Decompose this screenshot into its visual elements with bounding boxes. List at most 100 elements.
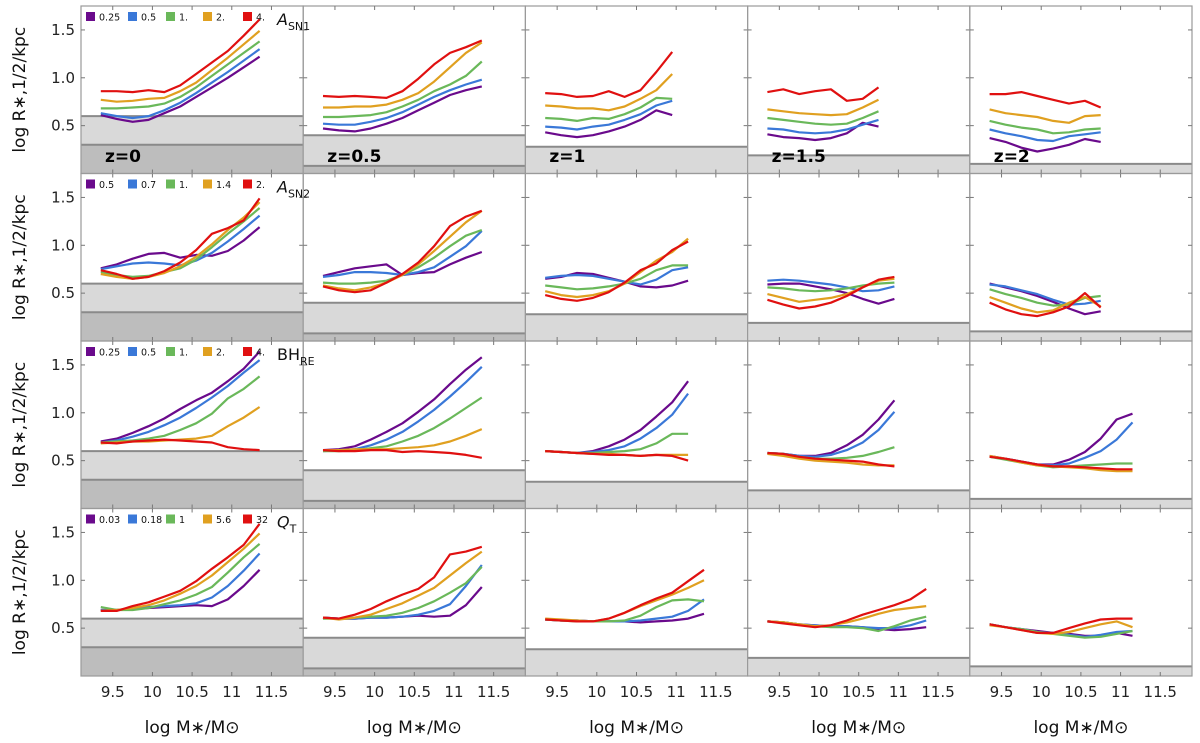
series-line-0.25 [322,356,483,452]
x-tick-label: 9.5 [767,683,791,701]
series-line-0.25 [100,350,261,443]
legend-label: 1. [179,180,188,191]
x-tick-label: 11.5 [477,683,510,701]
series-line-2 [322,209,483,294]
series-line-2 [989,292,1102,318]
panel-frame [746,172,971,342]
panel-frame [746,507,971,677]
y-tick-label: 0.5 [51,284,75,302]
resolution-band-dark [81,144,304,174]
legend-row-3: 0.03 0.18 1 5.6 32 QT [86,513,297,536]
legend-label: 0.25 [99,348,120,359]
x-axis-label: log M∗/M⊙ [1033,718,1128,738]
series-line-1.4 [989,295,1102,314]
x-axis-label: log M∗/M⊙ [367,718,462,738]
legend-swatch [203,12,212,21]
legend-swatch [86,12,95,21]
series-line-32 [545,568,705,623]
resolution-band-light [747,155,970,174]
x-tick-label: 9.5 [990,683,1014,701]
panel-r1-c2 [524,172,749,342]
series-line-32 [767,587,927,629]
legend-swatch [128,514,137,524]
panel-r0-c0: z=0 [80,5,304,175]
legend-label: 0.25 [99,13,120,24]
legend-item: 4. [243,12,265,24]
legend-label: 1. [179,348,188,359]
series-line-1 [545,96,673,123]
x-tick-label: 11 [889,683,908,701]
x-tick-label: 10.5 [175,683,208,701]
y-tick-label: 1.0 [51,404,75,422]
series-line-0.5 [100,226,261,270]
x-tick-label: 11 [667,683,686,701]
series-line-0.5 [767,411,896,458]
series-line-0.25 [100,55,261,123]
x-tick-label: 11 [1111,683,1130,701]
x-axis-label: log M∗/M⊙ [589,718,684,738]
series-line-5.6 [322,550,483,621]
legend-swatch [203,347,212,356]
resolution-band-light [969,666,1192,676]
legend-item: 1. [166,179,188,191]
series-line-0.25 [767,399,896,457]
panel-r3-c0 [80,507,304,677]
redshift-label: z=2 [994,147,1030,167]
x-tick-label: 10 [143,683,162,701]
series-line-2 [989,108,1101,124]
redshift-label: z=1.5 [772,147,826,167]
series-line-0.7 [545,266,689,286]
legend-item: 0.5 [86,179,114,191]
series-line-2 [323,428,483,452]
legend-item: 32 [243,514,268,526]
legend-item: 0.25 [86,347,120,359]
panel-r2-c2 [524,340,749,510]
legend-swatch [128,179,137,189]
y-axis-label: log R∗,1/2/kpc [10,194,30,320]
redshift-label: z=0.5 [327,147,381,167]
panel-r0-c3: z=1.5 [746,5,971,175]
legend-swatch [243,179,252,189]
legend-swatch [128,347,137,356]
x-tick-label: 9.5 [101,683,125,701]
panel-r1-c4 [969,172,1193,342]
legend-row-1: 0.5 0.7 1. 1.4 2. ASN2 [86,178,310,201]
legend-swatch [243,347,252,356]
resolution-band-dark [81,312,304,341]
series-line-4 [767,451,895,468]
legend-label: 0.18 [141,515,162,526]
legend-item: 1 [166,514,185,526]
legend-item: 1. [166,347,188,359]
x-tick-label: 10 [365,683,384,701]
x-tick-label: 10.5 [1064,683,1097,701]
legend-label: 1.4 [216,180,231,191]
panel-r3-c1 [302,507,527,677]
x-tick-label: 10.5 [842,683,875,701]
y-tick-label: 1.0 [51,236,75,254]
parameter-label: ASN1 [276,10,310,33]
resolution-band-light [747,490,970,509]
x-tick-label: 11.5 [255,683,288,701]
legend-swatch [86,179,95,189]
series-line-1 [989,119,1101,135]
legend-item: 2. [203,12,225,24]
legend-swatch [203,514,212,524]
x-tick-label: 11.5 [921,683,954,701]
panel-frame [969,340,1193,510]
series-line-2 [100,30,261,103]
legend-label: 5.6 [216,515,231,526]
y-axis-label: log R∗,1/2/kpc [10,529,30,655]
series-line-1 [767,110,879,126]
series-line-2 [100,197,261,280]
x-tick-label: 9.5 [545,683,569,701]
redshift-label: z=0 [105,147,141,167]
series-line-1 [100,543,261,612]
redshift-label: z=1 [549,147,585,167]
legend-item: 0.25 [86,12,120,24]
legend-label: 4. [256,13,265,24]
legend-swatch [243,12,252,21]
series-line-2 [767,452,895,467]
series-line-4 [989,455,1133,471]
series-line-0.5 [545,99,673,131]
